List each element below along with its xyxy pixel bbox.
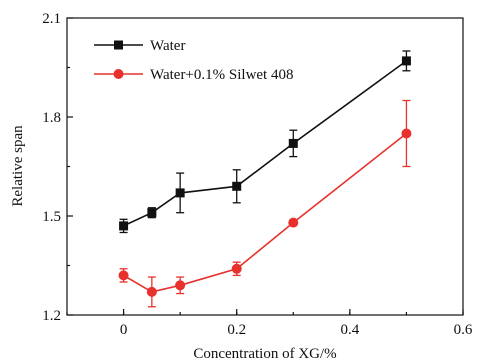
x-tick-label: 0 [120, 322, 128, 338]
data-point [288, 138, 298, 148]
series-layer [118, 50, 412, 308]
data-point [175, 280, 186, 291]
x-axis-title: Concentration of XG/% [193, 346, 336, 362]
x-tick-label: 0.6 [454, 322, 473, 338]
data-point [401, 56, 411, 66]
data-point [232, 181, 242, 191]
legend: Water Water+0.1% Silwet 408 [94, 38, 293, 83]
series-water [119, 50, 411, 234]
data-point [119, 221, 129, 231]
legend-item: Water [94, 38, 185, 54]
data-point [288, 217, 299, 228]
data-point [175, 188, 185, 198]
series-line [123, 60, 407, 227]
x-tick-label: 0.2 [227, 322, 246, 338]
tick-labels: 0 0.2 0.4 0.6 1.2 1.5 1.8 2.1 [42, 11, 473, 338]
legend-item: Water+0.1% Silwet 408 [94, 67, 293, 83]
legend-label: Water+0.1% Silwet 408 [150, 67, 293, 83]
axis-ticks [66, 17, 464, 316]
legend-label: Water [150, 38, 185, 54]
data-point [118, 270, 129, 281]
y-axis-title: Relative span [10, 125, 26, 207]
x-tick-label: 0.4 [340, 322, 359, 338]
series-silwet [118, 99, 412, 308]
data-point [401, 128, 412, 139]
legend-marker [114, 40, 123, 50]
y-tick-label: 1.5 [42, 209, 61, 225]
y-tick-label: 2.1 [42, 11, 61, 27]
series-line [123, 132, 407, 293]
legend-marker [113, 69, 124, 79]
data-point [147, 208, 157, 218]
y-tick-label: 1.2 [42, 308, 61, 324]
y-tick-label: 1.8 [42, 110, 61, 126]
data-point [231, 263, 242, 274]
data-point [146, 286, 157, 297]
